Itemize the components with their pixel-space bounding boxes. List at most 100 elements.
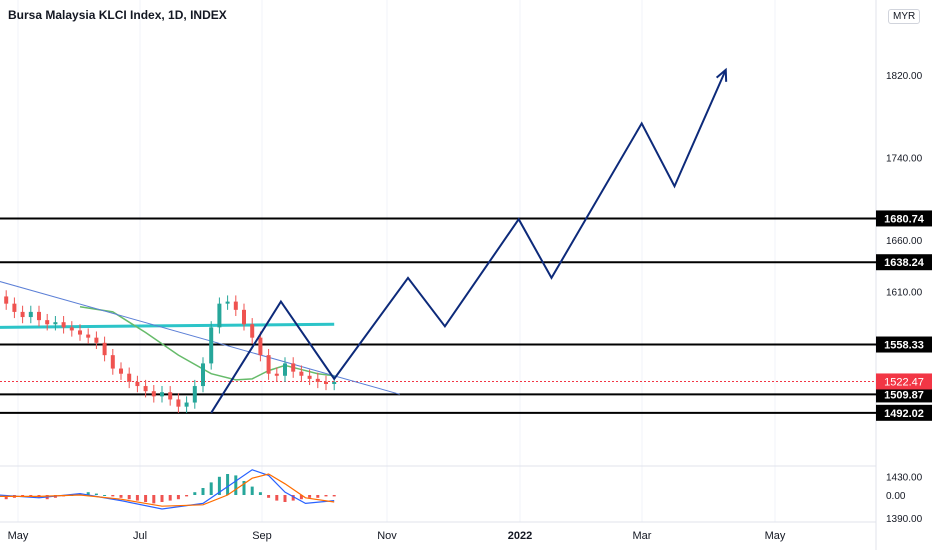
- candle-body: [160, 392, 164, 397]
- macd-histogram-bar: [332, 495, 336, 497]
- macd-histogram-bar: [291, 495, 295, 501]
- y-tick-label: 1740.00: [886, 153, 923, 164]
- candle-body: [233, 301, 238, 310]
- macd-histogram-bar: [185, 495, 189, 497]
- macd-histogram-bar: [86, 492, 90, 495]
- projection-path: [210, 69, 727, 414]
- macd-histogram-bar: [135, 495, 139, 501]
- macd-histogram-bar: [324, 495, 328, 497]
- x-tick-label: Jul: [133, 530, 147, 542]
- macd-histogram-bar: [275, 495, 279, 501]
- candle-body: [20, 311, 25, 318]
- macd-histogram-bar: [160, 495, 164, 502]
- macd-histogram-bar: [144, 495, 148, 502]
- candle-body: [86, 334, 91, 338]
- candle-body: [225, 301, 230, 304]
- currency-badge[interactable]: MYR: [888, 9, 921, 24]
- candle-body: [4, 296, 9, 304]
- candle-body: [168, 392, 173, 400]
- x-tick-label: May: [765, 530, 786, 542]
- level-label: 1638.24: [884, 257, 925, 269]
- candle-body: [242, 309, 246, 325]
- candle-body: [201, 363, 205, 387]
- macd-histogram-bar: [283, 495, 287, 502]
- y-tick-label: 1430.00: [886, 473, 923, 484]
- candle-body: [283, 363, 287, 376]
- candle-body: [250, 324, 255, 338]
- macd-histogram-bar: [217, 476, 221, 495]
- macd-histogram-bar: [94, 493, 98, 495]
- macd-histogram-bar: [127, 495, 131, 500]
- level-badge: [876, 210, 932, 227]
- y-tick-label: 1660.00: [886, 236, 923, 247]
- level-badge: [876, 254, 932, 271]
- last-price-label: 1522.47: [884, 376, 924, 388]
- macd-histogram-bar: [258, 492, 262, 495]
- x-tick-label: 2022: [508, 530, 532, 542]
- candle-body: [209, 327, 214, 364]
- macd-histogram-bar: [316, 495, 320, 498]
- macd-histogram-bar: [234, 475, 238, 495]
- ma-slow-line: [79, 306, 335, 381]
- macd-histogram-bar: [4, 495, 8, 500]
- candle-body: [217, 303, 222, 328]
- macd-histogram-bar: [242, 481, 246, 495]
- candle-body: [28, 311, 33, 318]
- y-tick-label: 1390.00: [886, 514, 923, 525]
- macd-histogram-bar: [78, 493, 82, 495]
- candle-body: [94, 337, 99, 343]
- macd-histogram-bar: [152, 495, 156, 504]
- candle-body: [53, 322, 58, 325]
- x-tick-label: Sep: [252, 530, 272, 542]
- macd-histogram-bar: [193, 492, 197, 495]
- macd-histogram-bar: [21, 495, 25, 497]
- macd-histogram-bar: [299, 495, 303, 500]
- macd-histogram-bar: [308, 495, 312, 498]
- level-badge: [876, 386, 932, 403]
- macd-histogram-bar: [103, 495, 107, 496]
- y-tick-label: 1610.00: [886, 287, 923, 298]
- candle-body: [110, 355, 115, 369]
- candle-body: [291, 363, 296, 372]
- macd-histogram-bar: [168, 495, 172, 501]
- candle-body: [176, 399, 181, 407]
- candle-body: [78, 330, 82, 335]
- macd-histogram-bar: [209, 482, 213, 495]
- ma-fast-line: [0, 322, 335, 329]
- chart-title: Bursa Malaysia KLCI Index, 1D, INDEX: [8, 8, 227, 22]
- candle-body: [127, 373, 132, 382]
- candle-body: [119, 368, 123, 374]
- y-tick-label: 1820.00: [886, 71, 923, 82]
- last-price-badge: [876, 373, 932, 390]
- macd-histogram-bar: [226, 474, 230, 495]
- macd-histogram-bar: [250, 486, 254, 495]
- level-badge: [876, 336, 932, 353]
- candle-body: [61, 322, 66, 328]
- candle-body: [299, 371, 304, 376]
- x-tick-label: Nov: [377, 530, 397, 542]
- candle-body: [135, 381, 140, 387]
- projection-arrowhead: [715, 67, 728, 82]
- macd-zero-label: 0.00: [886, 491, 906, 502]
- candle-body: [184, 402, 189, 407]
- level-label: 1680.74: [884, 213, 925, 225]
- candle-body: [258, 337, 263, 356]
- candle-body: [37, 311, 41, 321]
- macd-line: [0, 469, 335, 510]
- level-label: 1558.33: [884, 340, 924, 352]
- macd-histogram-bar: [119, 495, 123, 498]
- candle-body: [45, 320, 50, 325]
- candle-body: [192, 386, 197, 403]
- macd-histogram-bar: [111, 495, 115, 497]
- candle-body: [143, 386, 148, 392]
- level-label: 1492.02: [884, 408, 924, 420]
- candle-body: [12, 303, 17, 312]
- candle-body: [266, 355, 271, 374]
- candle-body: [332, 381, 337, 384]
- descending-trendline: [0, 281, 400, 395]
- candle-body: [307, 375, 312, 379]
- signal-line: [0, 473, 335, 507]
- candle-body: [151, 391, 156, 397]
- macd-histogram-bar: [201, 488, 205, 495]
